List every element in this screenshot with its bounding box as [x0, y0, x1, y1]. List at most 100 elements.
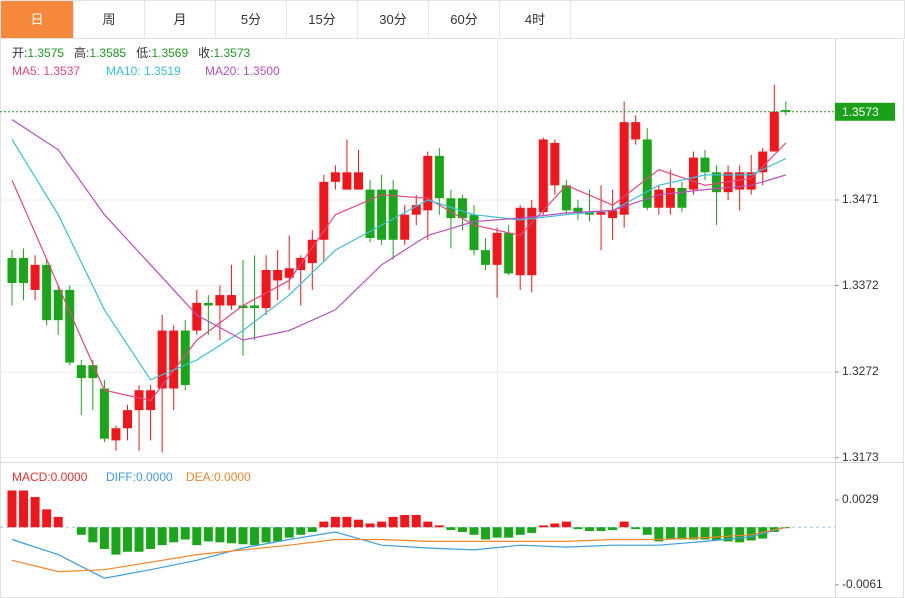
candle-body — [781, 110, 791, 112]
candle-body — [769, 111, 779, 152]
candle-body — [377, 189, 387, 240]
macd-bar — [30, 497, 40, 528]
macd-bar — [330, 516, 340, 528]
macd-bar — [157, 527, 167, 546]
candle-body — [457, 198, 467, 219]
legend-entry: DEA:0.0000 — [186, 470, 251, 484]
period-tabs: 日周月 5分 15分 30分 60分 4时 — [0, 0, 905, 39]
frame — [0, 38, 904, 598]
macd-bar — [250, 527, 260, 546]
macd-bar — [619, 521, 629, 528]
period-tab[interactable]: 15分 — [287, 1, 358, 38]
candle-body — [88, 365, 98, 379]
macd-bar — [76, 527, 86, 535]
info-label: 收: — [198, 46, 213, 60]
macd-bar — [19, 490, 29, 528]
period-tab[interactable]: 4时 — [500, 1, 571, 38]
macd-bar — [411, 514, 421, 528]
macd-bar — [180, 527, 190, 540]
macd-bar — [215, 527, 225, 543]
candle-body — [550, 142, 560, 186]
info-value: 1.3569 — [151, 46, 188, 60]
macd-bar — [88, 527, 98, 543]
macd-bar — [538, 525, 548, 528]
macd-bar — [134, 527, 144, 552]
legend-entry: MACD:0.0000 — [12, 470, 88, 484]
ma-line — [11, 139, 787, 381]
candle-body — [42, 264, 52, 321]
info-value: 1.3585 — [89, 46, 126, 60]
macd-bar — [596, 527, 606, 532]
macd-bar — [192, 527, 202, 546]
macd-bar — [481, 527, 491, 540]
macd-bar — [608, 527, 618, 531]
candle-body — [19, 257, 29, 283]
y-tick-label: -0.0061 — [842, 577, 883, 591]
period-tab[interactable]: 60分 — [429, 1, 500, 38]
candle-body — [746, 172, 756, 190]
macd-bar — [342, 516, 352, 528]
candle-body — [585, 212, 594, 215]
candle-body — [504, 232, 514, 274]
period-tab[interactable]: 月 — [145, 1, 216, 38]
macd-bar — [169, 527, 179, 543]
macd-bar — [146, 527, 156, 549]
candle-body — [7, 257, 17, 283]
candle-body — [515, 207, 525, 276]
candle-body — [319, 181, 329, 240]
macd-bar — [504, 527, 514, 538]
candle-body — [388, 189, 398, 240]
ohlc-info: 开:1.3575 高:1.3585 低:1.3569 收:1.3573 — [12, 45, 251, 60]
candle-body — [134, 390, 144, 411]
period-tab[interactable]: 5分 — [216, 1, 287, 38]
candle-body — [446, 198, 456, 219]
candle-body — [400, 214, 410, 240]
macd-bar — [238, 527, 248, 545]
period-tab[interactable]: 30分 — [358, 1, 429, 38]
macd-bar — [446, 527, 456, 531]
macd-bar — [515, 527, 525, 535]
candle-body — [573, 207, 583, 213]
macd-bar — [735, 527, 745, 543]
legend-entry: MA20: 1.3500 — [205, 64, 280, 78]
macd-bar — [457, 527, 467, 532]
macd-bar — [642, 527, 652, 535]
candle-body — [735, 172, 745, 190]
ma-line — [11, 142, 787, 402]
candle-body — [273, 270, 283, 281]
macd-bar — [585, 527, 594, 532]
macd-bar — [123, 527, 132, 552]
candle-body — [261, 270, 271, 309]
macd-bar — [388, 516, 398, 528]
macd-bar — [712, 527, 722, 541]
macd-bar — [700, 527, 710, 540]
period-tab[interactable]: 日 — [1, 1, 74, 38]
macd-bar — [723, 527, 733, 542]
macd-bar — [423, 521, 433, 528]
macd-bar — [99, 527, 109, 549]
macd-line — [11, 526, 787, 579]
candle-body — [342, 172, 352, 190]
candle-body — [123, 410, 132, 429]
ma-line — [11, 119, 787, 341]
y-tick-label: 1.3173 — [842, 450, 879, 464]
candle-body — [65, 289, 75, 363]
info-value: 1.3573 — [213, 46, 250, 60]
macd-bar — [492, 527, 502, 538]
candle-body — [434, 155, 444, 199]
macd-bar — [307, 527, 317, 532]
macd-bar — [319, 521, 329, 528]
candle-body — [307, 239, 317, 264]
candle-body — [169, 330, 179, 389]
candle-body — [76, 365, 86, 379]
macd-bar — [631, 527, 641, 530]
macd-bar — [377, 521, 387, 528]
period-tab[interactable]: 周 — [74, 1, 145, 38]
candle-body — [284, 268, 294, 278]
legend-entry: MA5: 1.3537 — [12, 64, 80, 78]
macd-line — [11, 526, 787, 573]
macd-bar — [746, 527, 756, 541]
macd-bar — [354, 519, 363, 528]
info-label: 低: — [136, 46, 151, 60]
macd-bar — [284, 527, 294, 538]
